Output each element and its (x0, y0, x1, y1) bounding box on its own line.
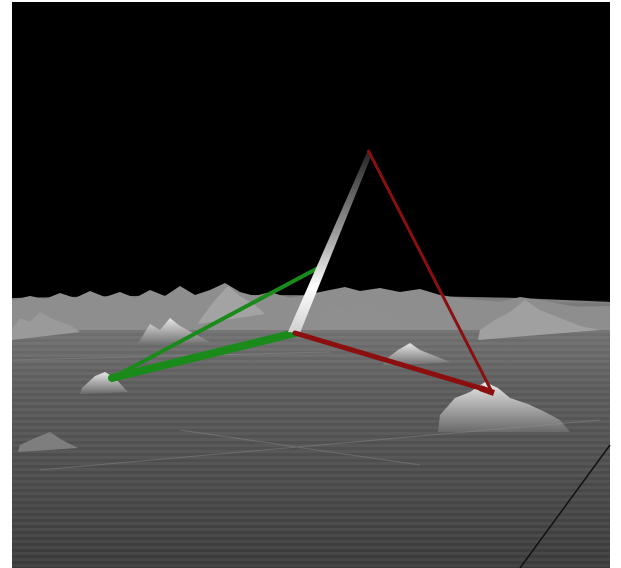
marker-red[interactable] (292, 149, 496, 396)
marker-red-corner (478, 385, 496, 396)
marker-white-spike[interactable] (288, 150, 372, 333)
marker-green-upper (110, 266, 320, 380)
terrain-horizon-ridge (12, 283, 610, 330)
marker-red-top (366, 149, 494, 393)
viewport-edge-line (519, 444, 611, 568)
terrain-edges (11, 351, 601, 471)
terrain-hills (12, 286, 600, 452)
marker-red-right (292, 330, 483, 391)
marker-green-lower (108, 329, 299, 382)
terrain-striations (12, 300, 610, 568)
